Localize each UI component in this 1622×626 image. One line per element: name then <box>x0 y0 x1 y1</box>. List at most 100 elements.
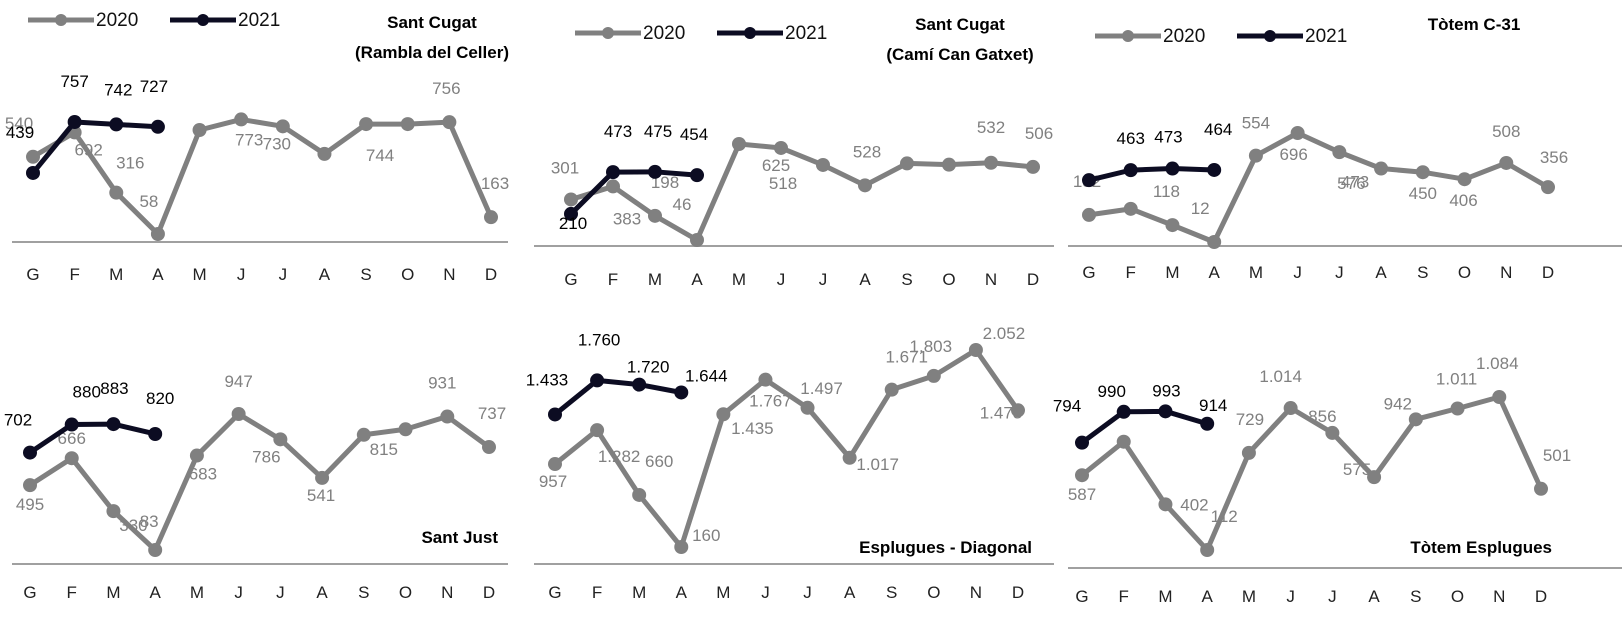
x-tick-label: F <box>69 265 79 284</box>
data-point-2020 <box>1415 165 1430 180</box>
data-point-2020 <box>275 119 290 134</box>
data-point-2020 <box>1374 161 1389 176</box>
data-point-2021 <box>1158 404 1173 419</box>
data-label-2020: 12 <box>1191 199 1210 218</box>
x-tick-label: D <box>485 265 497 284</box>
data-point-2020 <box>1075 468 1089 483</box>
data-point-2020 <box>1492 390 1507 404</box>
data-point-2020 <box>900 156 914 171</box>
data-label-2020: 947 <box>224 372 252 391</box>
x-tick-label: M <box>1165 263 1179 282</box>
data-label-2020: 540 <box>5 114 33 133</box>
data-label-2021: 883 <box>100 379 128 398</box>
data-point-2020 <box>398 422 413 437</box>
data-label-2021: 914 <box>1199 396 1227 415</box>
legend-label-2021: 2021 <box>1305 26 1347 47</box>
data-label-2020: 696 <box>1279 145 1307 164</box>
data-label-2020: 506 <box>1025 124 1053 143</box>
x-tick-label: A <box>152 265 164 284</box>
data-label-2021: 820 <box>146 389 174 408</box>
data-label-2020: 942 <box>1384 394 1412 413</box>
x-tick-label: A <box>859 270 871 289</box>
x-tick-label: N <box>1493 587 1505 606</box>
x-tick-label: J <box>777 270 786 289</box>
data-label-2020: 587 <box>1068 485 1096 504</box>
data-label-2020: 163 <box>481 174 509 193</box>
data-point-2020 <box>1082 207 1096 222</box>
data-point-2020 <box>400 117 415 132</box>
data-point-2020 <box>716 407 731 422</box>
data-label-2020: 495 <box>16 495 44 514</box>
data-point-2020 <box>359 117 374 132</box>
x-tick-label: S <box>358 583 369 602</box>
data-label-2020: 1.017 <box>856 455 899 474</box>
data-point-2020 <box>1457 172 1472 187</box>
data-point-2020 <box>440 409 455 424</box>
data-point-2021 <box>64 417 79 432</box>
data-point-2021 <box>606 165 620 180</box>
data-point-2020 <box>273 432 288 447</box>
data-label-2020: 473 <box>1341 173 1369 192</box>
data-label-2021: 454 <box>680 125 708 144</box>
data-point-2021 <box>1116 404 1131 419</box>
x-tick-label: D <box>1542 263 1554 282</box>
data-label-2020: 1.435 <box>731 419 774 438</box>
x-tick-label: A <box>1209 263 1221 282</box>
x-tick-label: N <box>441 583 453 602</box>
data-label-2020: 508 <box>1492 122 1520 141</box>
x-tick-label: G <box>1075 587 1088 606</box>
data-point-2020 <box>1248 148 1263 163</box>
x-tick-label: J <box>819 270 828 289</box>
x-tick-label: J <box>803 583 812 602</box>
x-tick-label: D <box>1535 587 1547 606</box>
series-line-2020 <box>1088 130 1550 245</box>
x-tick-label: J <box>237 265 246 284</box>
data-point-2020 <box>484 210 498 225</box>
legend-label-2020: 2020 <box>1163 26 1205 47</box>
data-point-2020 <box>858 178 872 193</box>
data-label-2020: 316 <box>116 154 144 173</box>
data-point-2020 <box>442 115 457 130</box>
legend-marker-2021 <box>1264 30 1276 42</box>
data-point-2020 <box>816 157 830 172</box>
data-point-2020 <box>564 192 578 207</box>
data-point-2020 <box>234 112 249 127</box>
data-label-2020: 160 <box>692 526 720 545</box>
x-tick-label: D <box>1027 270 1039 289</box>
data-label-2021: 1.433 <box>526 370 569 389</box>
data-label-2020: 692 <box>74 140 102 159</box>
x-tick-label: A <box>316 583 328 602</box>
data-label-2020: 1.767 <box>749 392 792 411</box>
x-tick-label: D <box>1012 583 1024 602</box>
series-line-2020 <box>553 347 1021 550</box>
x-tick-label: A <box>844 583 856 602</box>
x-tick-label: A <box>1375 263 1387 282</box>
x-tick-label: S <box>886 583 897 602</box>
x-tick-label: J <box>1335 263 1344 282</box>
x-tick-label: M <box>192 265 206 284</box>
series-line-2021 <box>553 377 682 417</box>
data-point-2020 <box>1541 180 1555 195</box>
data-point-2020 <box>968 343 983 357</box>
x-tick-label: G <box>564 270 577 289</box>
x-tick-label: O <box>942 270 955 289</box>
data-label-2020: 2.052 <box>983 324 1026 343</box>
x-tick-label: S <box>1417 263 1428 282</box>
x-tick-label: F <box>67 583 77 602</box>
data-point-2020 <box>23 478 37 493</box>
data-point-2020 <box>26 149 40 164</box>
data-point-2020 <box>1116 434 1131 449</box>
legend-marker-2020 <box>602 27 614 39</box>
x-tick-label: O <box>1458 263 1471 282</box>
data-point-2021 <box>150 119 165 134</box>
data-point-2020 <box>674 540 689 554</box>
data-label-2020: 856 <box>1308 407 1336 426</box>
series-line-2021 <box>1088 166 1215 183</box>
series-line-2021 <box>569 169 698 216</box>
x-tick-label: S <box>901 270 912 289</box>
data-point-2021 <box>632 377 647 392</box>
data-label-2021: 727 <box>140 77 168 96</box>
